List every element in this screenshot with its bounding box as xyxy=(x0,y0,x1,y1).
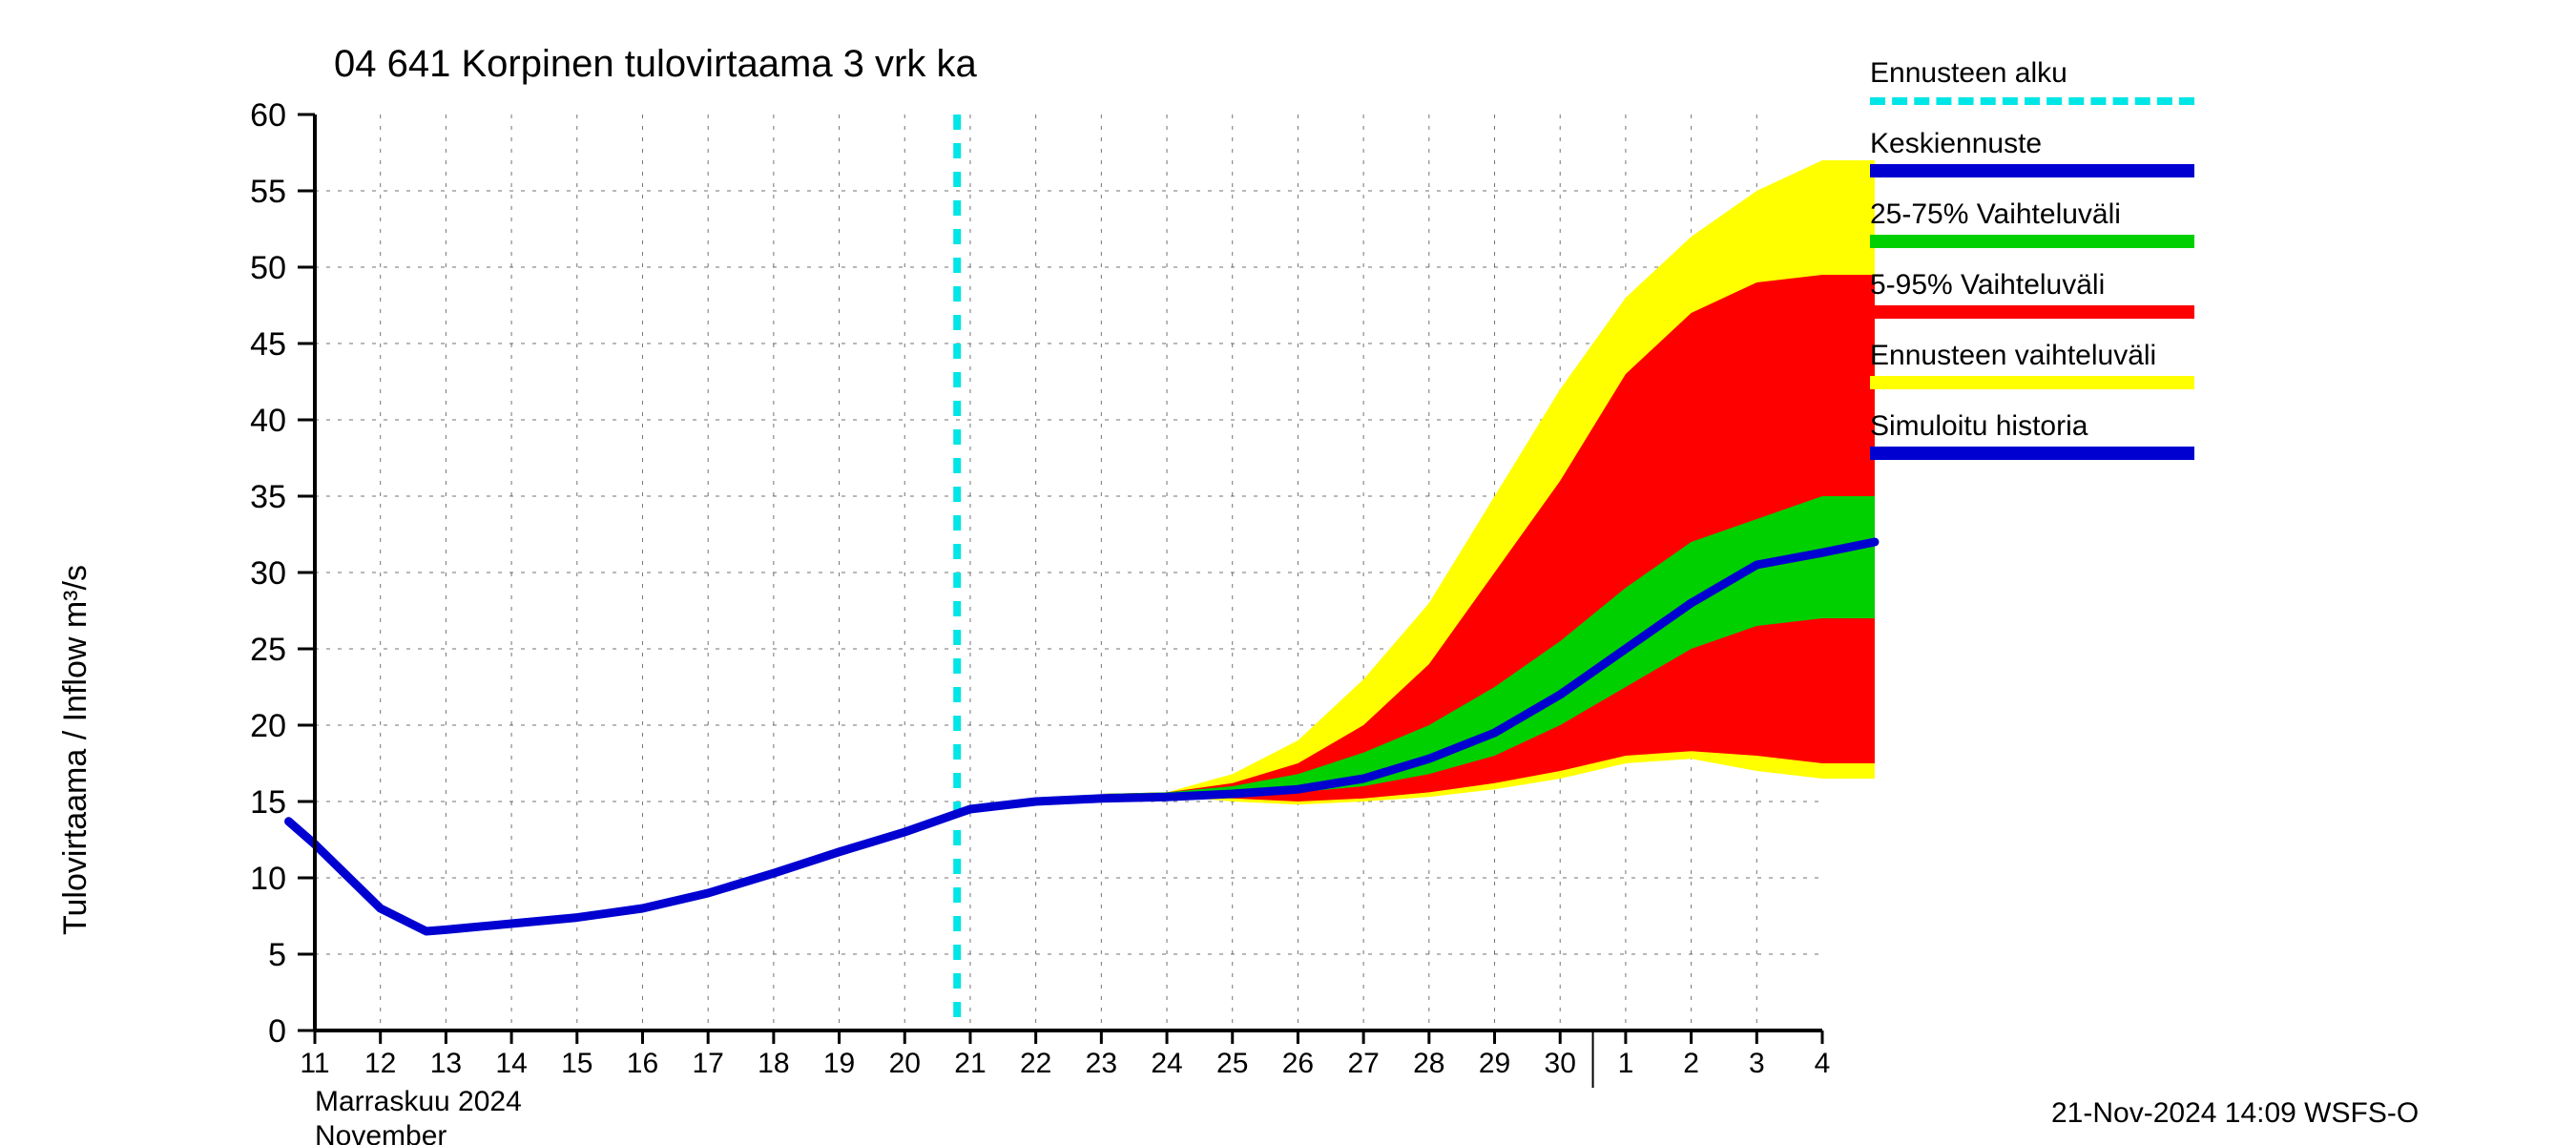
legend-swatch xyxy=(1870,305,2194,319)
y-tick-label: 50 xyxy=(250,250,286,286)
x-tick-label: 29 xyxy=(1479,1048,1510,1079)
x-tick-label: 26 xyxy=(1282,1048,1314,1079)
x-tick-label: 19 xyxy=(823,1048,855,1079)
x-tick-label: 21 xyxy=(954,1048,986,1079)
y-tick-label: 60 xyxy=(250,97,286,134)
legend-label: Keskiennuste xyxy=(1870,128,2194,160)
y-tick-label: 20 xyxy=(250,708,286,744)
y-tick-label: 25 xyxy=(250,632,286,668)
x-tick-label: 18 xyxy=(758,1048,789,1079)
legend-swatch xyxy=(1870,164,2194,177)
y-tick-label: 0 xyxy=(268,1013,286,1050)
x-tick-label: 20 xyxy=(889,1048,921,1079)
legend-item: Keskiennuste xyxy=(1870,128,2194,198)
legend-swatch xyxy=(1870,376,2194,389)
x-tick-label: 30 xyxy=(1545,1048,1576,1079)
x-tick-label: 28 xyxy=(1413,1048,1444,1079)
x-tick-label: 22 xyxy=(1020,1048,1051,1079)
legend-label: 5-95% Vaihteluväli xyxy=(1870,269,2194,302)
x-tick-label: 23 xyxy=(1086,1048,1117,1079)
x-tick-label: 17 xyxy=(692,1048,723,1079)
y-tick-label: 55 xyxy=(250,174,286,210)
legend-item: 5-95% Vaihteluväli xyxy=(1870,269,2194,340)
x-tick-label: 4 xyxy=(1815,1048,1831,1079)
x-tick-label: 12 xyxy=(364,1048,396,1079)
x-tick-label: 13 xyxy=(430,1048,462,1079)
legend-label: Ennusteen vaihteluväli xyxy=(1870,340,2194,372)
x-tick-label: 15 xyxy=(561,1048,592,1079)
legend-label: Ennusteen alku xyxy=(1870,57,2194,90)
x-axis-month-en: November xyxy=(315,1120,447,1145)
legend-swatch xyxy=(1870,235,2194,248)
y-tick-label: 30 xyxy=(250,555,286,592)
x-tick-label: 3 xyxy=(1749,1048,1765,1079)
x-axis-month-fi: Marraskuu 2024 xyxy=(315,1086,522,1117)
y-tick-label: 10 xyxy=(250,861,286,897)
y-axis-label: Tulovirtaama / Inflow m³/s xyxy=(57,565,94,935)
x-tick-label: 11 xyxy=(300,1048,329,1079)
legend-swatch xyxy=(1870,97,2194,105)
x-tick-label: 1 xyxy=(1618,1048,1634,1079)
legend-item: Ennusteen vaihteluväli xyxy=(1870,340,2194,410)
chart-container: 04 641 Korpinen tulovirtaama 3 vrk ka 0 5 1… xyxy=(0,0,2576,1145)
footer-timestamp: 21-Nov-2024 14:09 WSFS-O xyxy=(2051,1097,2419,1130)
y-tick-label: 40 xyxy=(250,403,286,439)
legend-item: Simuloitu historia xyxy=(1870,410,2194,481)
legend: Ennusteen alku Keskiennuste 25-75% Vaihtel… xyxy=(1870,57,2194,481)
y-tick-label: 5 xyxy=(268,937,286,973)
legend-item: Ennusteen alku xyxy=(1870,57,2194,128)
x-tick-label: 25 xyxy=(1216,1048,1248,1079)
legend-item: 25-75% Vaihteluväli xyxy=(1870,198,2194,269)
x-tick-label: 14 xyxy=(495,1048,527,1079)
legend-label: 25-75% Vaihteluväli xyxy=(1870,198,2194,231)
x-tick-label: 27 xyxy=(1347,1048,1379,1079)
legend-label: Simuloitu historia xyxy=(1870,410,2194,443)
legend-swatch xyxy=(1870,447,2194,460)
x-tick-label: 2 xyxy=(1683,1048,1699,1079)
y-tick-label: 45 xyxy=(250,326,286,363)
x-tick-label: 24 xyxy=(1151,1048,1182,1079)
y-tick-label: 15 xyxy=(250,784,286,821)
x-tick-label: 16 xyxy=(627,1048,658,1079)
chart-title: 04 641 Korpinen tulovirtaama 3 vrk ka xyxy=(334,43,977,85)
y-tick-label: 35 xyxy=(250,479,286,515)
